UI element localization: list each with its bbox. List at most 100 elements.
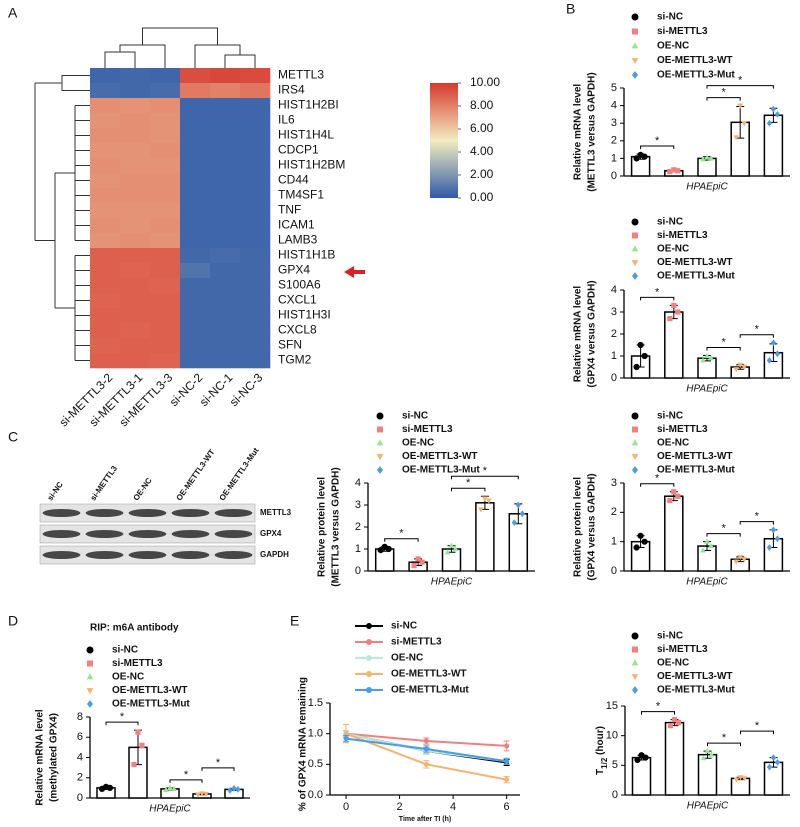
legend-marker [631, 218, 639, 226]
data-point [733, 777, 740, 783]
y-tick-label: 4 [611, 100, 617, 112]
heatmap-cell [180, 68, 211, 84]
legend-label: OE-METTL3-Mut [391, 685, 469, 696]
legend-marker [86, 673, 94, 680]
blot-band [128, 530, 167, 538]
heatmap-cell [120, 98, 151, 114]
colorbar-tick-label: 0.00 [470, 190, 494, 204]
legend-marker [86, 688, 94, 695]
bar [374, 548, 395, 572]
significance-bracket [384, 538, 419, 542]
heatmap-cell [210, 308, 241, 324]
blot-lane-label: OE-METTL3-WT [174, 448, 216, 503]
heatmap-cell [180, 323, 211, 339]
data-point [708, 155, 714, 161]
heatmap-cell [150, 308, 181, 324]
heatmap-cell [120, 353, 151, 369]
significance-label: * [721, 336, 726, 348]
significance-label: * [655, 286, 660, 298]
data-point [423, 738, 429, 744]
data-point [504, 758, 510, 764]
y-tick-label: 0 [611, 372, 617, 384]
data-point [504, 743, 510, 749]
heatmap-cell [180, 248, 211, 264]
y-tick-label: 1.5 [308, 697, 323, 709]
y-tick-label: 0 [611, 565, 617, 577]
significance-label: * [184, 769, 189, 781]
data-point [667, 169, 673, 175]
heatmap-cell [150, 248, 181, 264]
data-point [519, 510, 525, 518]
legend-marker [631, 245, 639, 252]
colorbar [430, 83, 458, 198]
heatmap-cell [90, 83, 121, 99]
colorbar-tick-label: 10.00 [470, 75, 500, 89]
significance-bracket [105, 721, 139, 726]
blot-band [85, 530, 124, 538]
y-axis-label: Relative mRNA level [573, 286, 584, 383]
data-point [766, 357, 772, 364]
significance-label: * [216, 757, 221, 769]
y-tick-label: 3 [611, 477, 617, 489]
data-point [708, 542, 714, 549]
significance-bracket [707, 742, 741, 747]
legend-marker [632, 466, 638, 474]
significance-bracket [706, 85, 774, 89]
data-point [415, 556, 421, 562]
heatmap-cell [210, 293, 241, 309]
significance-bracket [640, 296, 675, 301]
row-label: TGM2 [278, 353, 312, 367]
y-tick-label: 3 [355, 499, 361, 511]
significance-bracket [451, 475, 519, 480]
heatmap-cell [180, 278, 211, 294]
data-point [667, 498, 673, 504]
data-point [770, 754, 777, 761]
x-axis-label: HPAEpiC [149, 804, 191, 815]
legend-label: si-NC [402, 411, 428, 422]
heatmap-cell [210, 188, 241, 204]
heatmap-cell [210, 218, 241, 234]
legend-label: OE-NC [657, 438, 689, 449]
heatmap-cell [210, 248, 241, 264]
data-point [737, 103, 744, 109]
colorbar-tick-label: 2.00 [470, 167, 494, 181]
row-label: SFN [278, 338, 302, 352]
heatmap-cell [180, 128, 211, 144]
blot-row-label: GAPDH [260, 550, 289, 559]
heatmap-cell [120, 173, 151, 189]
heatmap-cell [210, 158, 241, 174]
y-tick-label: 0.5 [308, 758, 323, 770]
heatmap-cell [180, 143, 211, 159]
legend-marker [632, 232, 638, 239]
blot-row-label: GPX4 [260, 529, 282, 538]
heatmap-cell [90, 143, 121, 159]
heatmap-cell [90, 338, 121, 354]
y-axis-label: T1/2 (hour) [595, 726, 609, 775]
data-point [733, 367, 740, 373]
data-point [511, 519, 517, 526]
heatmap-cell [150, 263, 181, 279]
y-axis-label: (METTL3 versus GAPDH) [587, 72, 598, 191]
x-axis-label: HPAEpiC [686, 577, 728, 588]
blot-lane-label: si-METTL3 [88, 464, 119, 503]
significance-bracket [201, 767, 235, 771]
heatmap-cell [150, 83, 181, 99]
legend-label: si-METTL3 [657, 230, 708, 241]
legend-marker [632, 272, 638, 280]
heatmap-cell [90, 98, 121, 114]
data-point [675, 720, 682, 726]
legend-label: OE-METTL3-Mut [112, 699, 190, 710]
data-point [504, 777, 510, 783]
legend-label: OE-METTL3-Mut [657, 465, 735, 476]
significance-label: * [721, 87, 726, 99]
heatmap-cell [90, 353, 121, 369]
heatmap-cell [180, 203, 211, 219]
data-point [235, 786, 241, 793]
significance-bracket [451, 487, 486, 492]
y-tick-label: 10 [606, 730, 618, 742]
data-point [448, 542, 455, 548]
data-point [708, 751, 715, 757]
data-point [700, 357, 706, 363]
data-point [423, 761, 429, 767]
legend-marker [631, 632, 639, 640]
